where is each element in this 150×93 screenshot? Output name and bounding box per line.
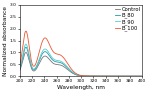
B_80 <box>112 76 114 77</box>
Control <box>19 70 21 71</box>
B_90 <box>19 68 21 69</box>
B_80 <box>125 76 126 77</box>
Control <box>27 54 28 55</box>
B_90 <box>27 47 28 48</box>
B_100 <box>90 76 92 77</box>
Line: B_100: B_100 <box>20 31 142 76</box>
B_100 <box>93 76 95 77</box>
Control <box>97 76 99 77</box>
B_100 <box>27 35 28 36</box>
Control <box>93 76 95 77</box>
Control <box>25 52 27 53</box>
B_80 <box>141 76 143 77</box>
Line: B_90: B_90 <box>20 44 142 76</box>
B_90 <box>141 76 143 77</box>
B_80 <box>90 76 92 77</box>
B_100 <box>141 76 143 77</box>
B_80 <box>27 49 28 50</box>
B_90 <box>97 76 99 77</box>
X-axis label: Wavelength, nm: Wavelength, nm <box>57 85 105 90</box>
Control <box>112 76 114 77</box>
B_90 <box>112 76 114 77</box>
Control <box>90 76 92 77</box>
Line: B_80: B_80 <box>20 47 142 76</box>
B_100 <box>25 31 27 32</box>
B_80 <box>25 47 27 48</box>
B_100 <box>19 65 21 66</box>
Control <box>125 76 126 77</box>
Y-axis label: Normalized absorbance: Normalized absorbance <box>3 6 8 76</box>
B_100 <box>125 76 126 77</box>
B_100 <box>97 76 99 77</box>
Line: Control: Control <box>20 52 142 76</box>
B_100 <box>112 76 114 77</box>
B_90 <box>25 44 27 45</box>
B_80 <box>97 76 99 77</box>
Legend: Control, B_80, B_90, B_100: Control, B_80, B_90, B_100 <box>114 6 141 32</box>
B_80 <box>93 76 95 77</box>
B_80 <box>19 69 21 70</box>
B_90 <box>125 76 126 77</box>
B_90 <box>93 76 95 77</box>
B_90 <box>90 76 92 77</box>
Control <box>141 76 143 77</box>
